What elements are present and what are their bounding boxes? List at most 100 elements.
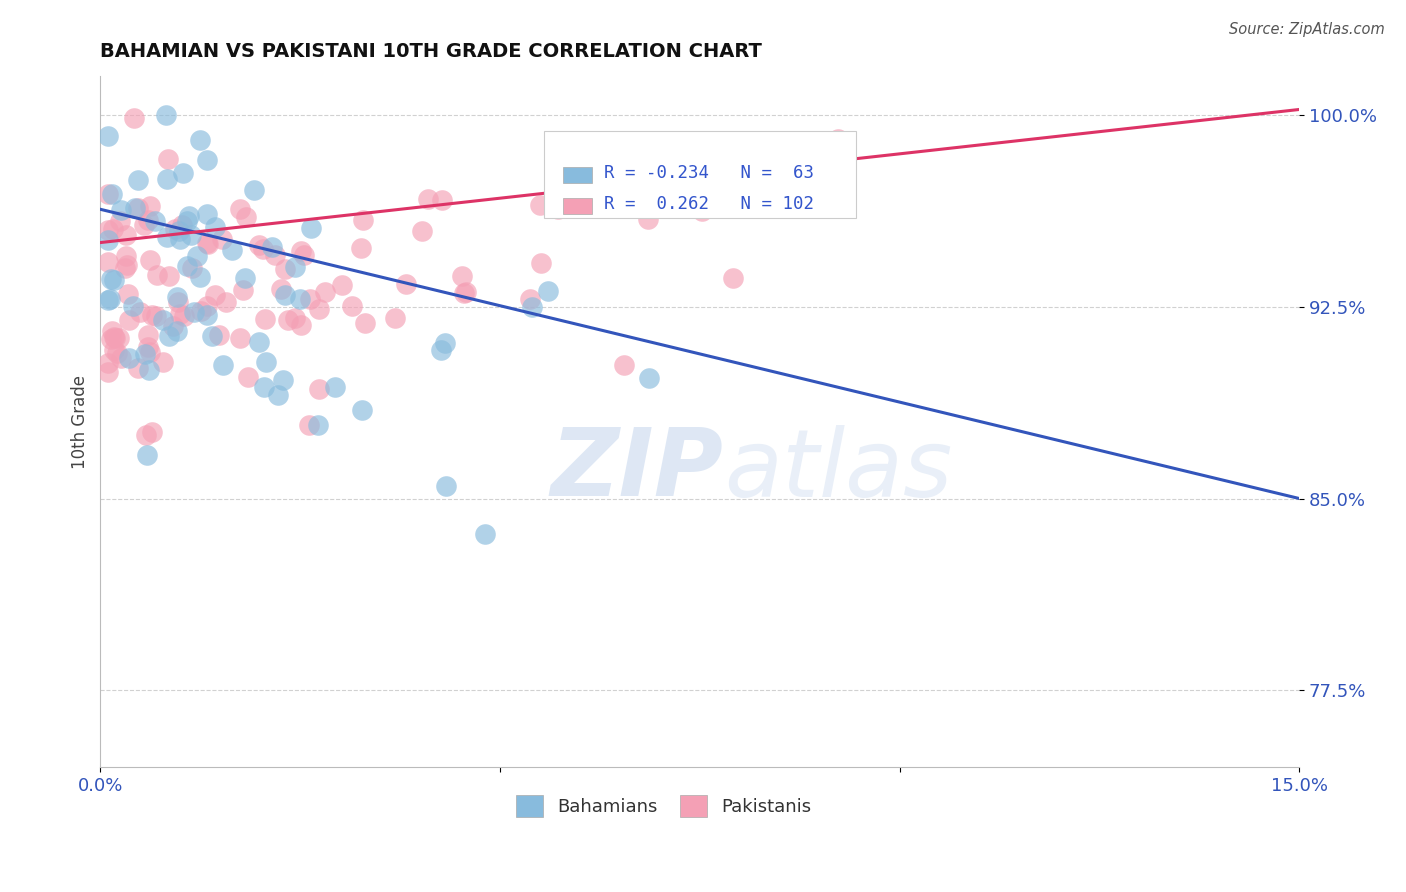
Point bbox=[308, 382, 330, 396]
Point bbox=[253, 380, 276, 394]
Point bbox=[233, 270, 256, 285]
Point bbox=[537, 285, 560, 299]
Point bbox=[110, 351, 132, 365]
Text: Source: ZipAtlas.com: Source: ZipAtlas.com bbox=[1229, 22, 1385, 37]
Point bbox=[228, 331, 250, 345]
Point bbox=[290, 318, 312, 333]
Point bbox=[134, 347, 156, 361]
Point bbox=[221, 243, 243, 257]
Point bbox=[211, 232, 233, 246]
Point bbox=[249, 238, 271, 252]
Point bbox=[340, 300, 363, 314]
Point bbox=[127, 173, 149, 187]
Point bbox=[299, 220, 322, 235]
Point bbox=[384, 311, 406, 326]
Text: R = -0.234   N =  63: R = -0.234 N = 63 bbox=[603, 164, 814, 182]
Point bbox=[97, 128, 120, 143]
Point bbox=[122, 299, 145, 313]
Point bbox=[143, 213, 166, 227]
Point bbox=[254, 355, 277, 369]
Point bbox=[176, 214, 198, 228]
Point bbox=[156, 152, 179, 166]
Point bbox=[135, 427, 157, 442]
Point bbox=[451, 268, 474, 283]
Point bbox=[132, 218, 155, 232]
Point bbox=[474, 527, 496, 541]
Text: ZIP: ZIP bbox=[551, 424, 724, 516]
Point bbox=[118, 313, 141, 327]
Point bbox=[103, 343, 125, 357]
Point bbox=[183, 305, 205, 319]
Point bbox=[432, 193, 454, 207]
Point bbox=[686, 164, 709, 178]
Point bbox=[519, 292, 541, 306]
Point bbox=[156, 172, 179, 186]
Point bbox=[97, 222, 120, 236]
Point bbox=[190, 133, 212, 147]
Point bbox=[434, 479, 457, 493]
Point bbox=[152, 355, 174, 369]
Point bbox=[97, 186, 120, 201]
Point bbox=[100, 272, 122, 286]
Point bbox=[229, 202, 252, 217]
Point bbox=[135, 448, 157, 462]
Point bbox=[115, 227, 138, 242]
Point bbox=[249, 334, 271, 349]
Point bbox=[669, 153, 692, 167]
Point bbox=[127, 361, 149, 376]
Point bbox=[139, 252, 162, 267]
Point bbox=[97, 356, 120, 370]
Point bbox=[138, 363, 160, 377]
Point bbox=[180, 260, 202, 275]
Point bbox=[155, 108, 177, 122]
Point bbox=[103, 273, 125, 287]
Point bbox=[172, 218, 194, 232]
Point bbox=[98, 292, 121, 306]
Point bbox=[284, 260, 307, 274]
Point bbox=[454, 285, 477, 299]
FancyBboxPatch shape bbox=[564, 167, 592, 184]
Point bbox=[101, 222, 124, 236]
Point bbox=[254, 312, 277, 326]
Point bbox=[156, 230, 179, 244]
Point bbox=[124, 202, 146, 216]
Point bbox=[101, 324, 124, 338]
Point bbox=[264, 248, 287, 262]
Point bbox=[118, 351, 141, 366]
Point bbox=[152, 313, 174, 327]
Point bbox=[195, 153, 218, 167]
Point bbox=[395, 277, 418, 292]
Point bbox=[292, 248, 315, 262]
Point bbox=[162, 319, 184, 334]
Point bbox=[169, 307, 191, 321]
Point bbox=[827, 132, 849, 146]
Y-axis label: 10th Grade: 10th Grade bbox=[72, 375, 89, 468]
Point bbox=[277, 313, 299, 327]
Point bbox=[139, 344, 162, 359]
Point bbox=[157, 268, 180, 283]
Point bbox=[274, 261, 297, 276]
Point bbox=[169, 224, 191, 238]
Point bbox=[416, 193, 439, 207]
Point bbox=[613, 358, 636, 372]
Point bbox=[260, 239, 283, 253]
Point bbox=[177, 209, 200, 223]
Point bbox=[721, 270, 744, 285]
Point bbox=[195, 207, 218, 221]
Point bbox=[136, 213, 159, 227]
Point bbox=[690, 204, 713, 219]
Point bbox=[173, 309, 195, 323]
Point bbox=[352, 403, 374, 417]
Point bbox=[166, 324, 188, 338]
Text: atlas: atlas bbox=[724, 425, 952, 516]
Point bbox=[232, 283, 254, 297]
Point bbox=[323, 380, 346, 394]
Point bbox=[290, 244, 312, 258]
Point bbox=[200, 328, 222, 343]
Point bbox=[284, 311, 307, 326]
Point bbox=[307, 417, 329, 432]
Point bbox=[682, 178, 704, 192]
Point bbox=[252, 242, 274, 256]
Point bbox=[547, 202, 569, 217]
Point bbox=[214, 295, 236, 310]
